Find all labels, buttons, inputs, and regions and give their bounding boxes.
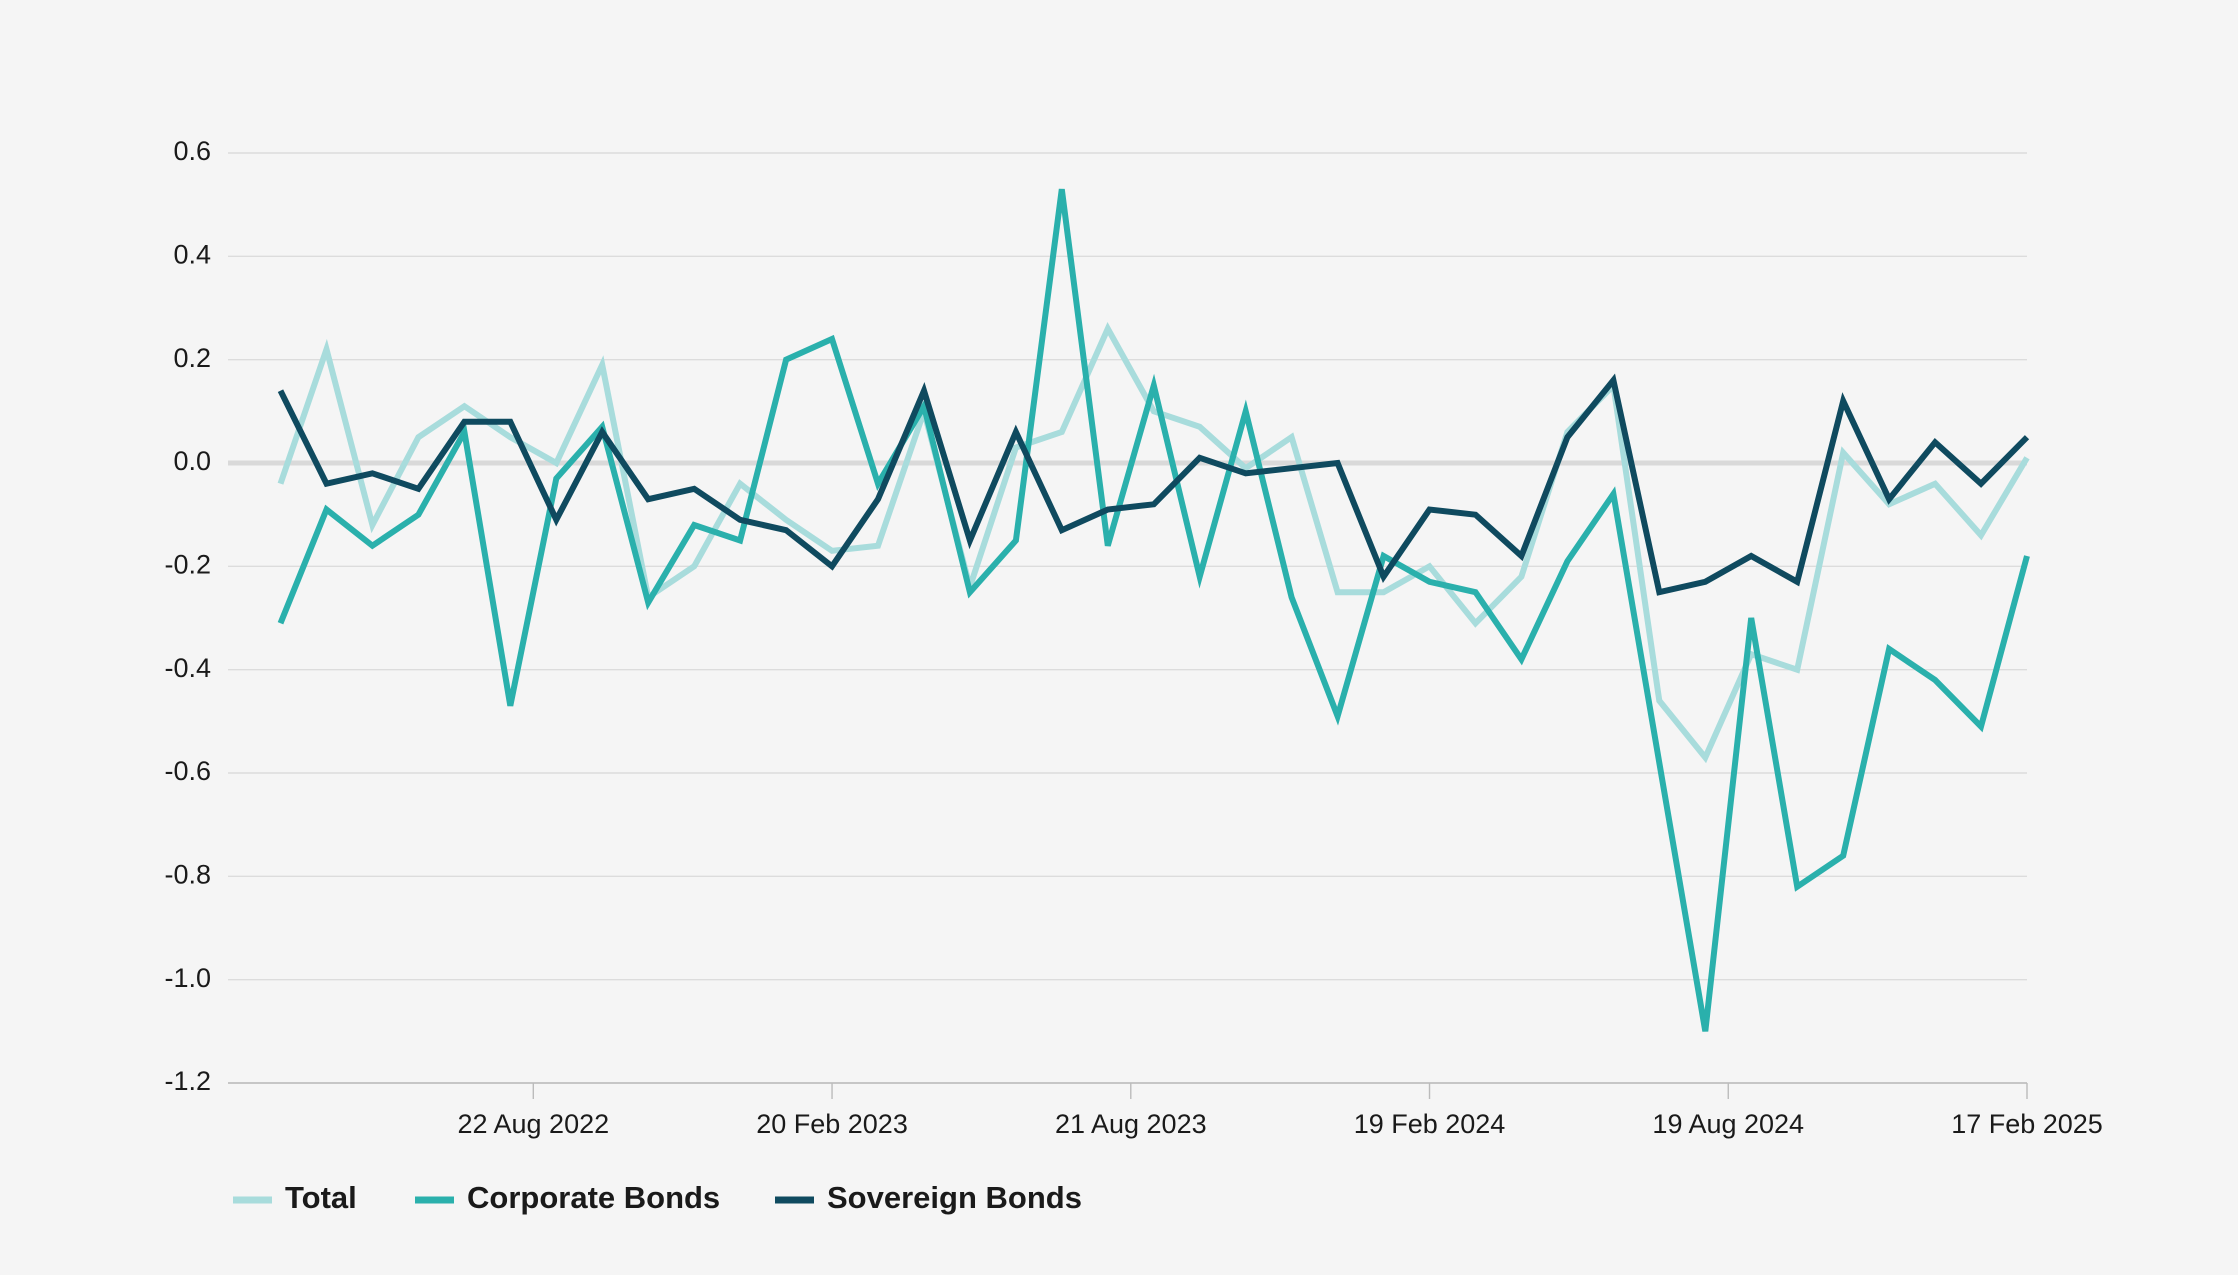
- y-tick-label: -1.0: [164, 963, 211, 993]
- legend-label: Total: [285, 1180, 357, 1215]
- legend-label: Corporate Bonds: [467, 1180, 720, 1215]
- legend-label: Sovereign Bonds: [827, 1180, 1082, 1215]
- x-tick-label: 20 Feb 2023: [756, 1109, 908, 1139]
- x-tick-label: 17 Feb 2025: [1951, 1109, 2103, 1139]
- series-line: [277, 321, 2030, 764]
- x-tick-label: 21 Aug 2023: [1055, 1109, 1207, 1139]
- y-tick-label: -0.4: [164, 653, 211, 683]
- series-line: [277, 373, 2030, 596]
- x-tick-label: 22 Aug 2022: [457, 1109, 609, 1139]
- y-tick-label: 0.6: [173, 136, 211, 166]
- x-tick-label: 19 Feb 2024: [1354, 1109, 1506, 1139]
- y-tick-label: 0.0: [173, 446, 211, 476]
- y-tick-label: -0.6: [164, 756, 211, 786]
- y-tick-label: -0.2: [164, 549, 211, 579]
- y-tick-label: -1.2: [164, 1066, 211, 1096]
- x-tick-label: 19 Aug 2024: [1652, 1109, 1804, 1139]
- y-tick-label: 0.4: [173, 239, 211, 269]
- y-tick-label: -0.8: [164, 859, 211, 889]
- y-tick-label: 0.2: [173, 343, 211, 373]
- series-line: [277, 188, 2030, 1032]
